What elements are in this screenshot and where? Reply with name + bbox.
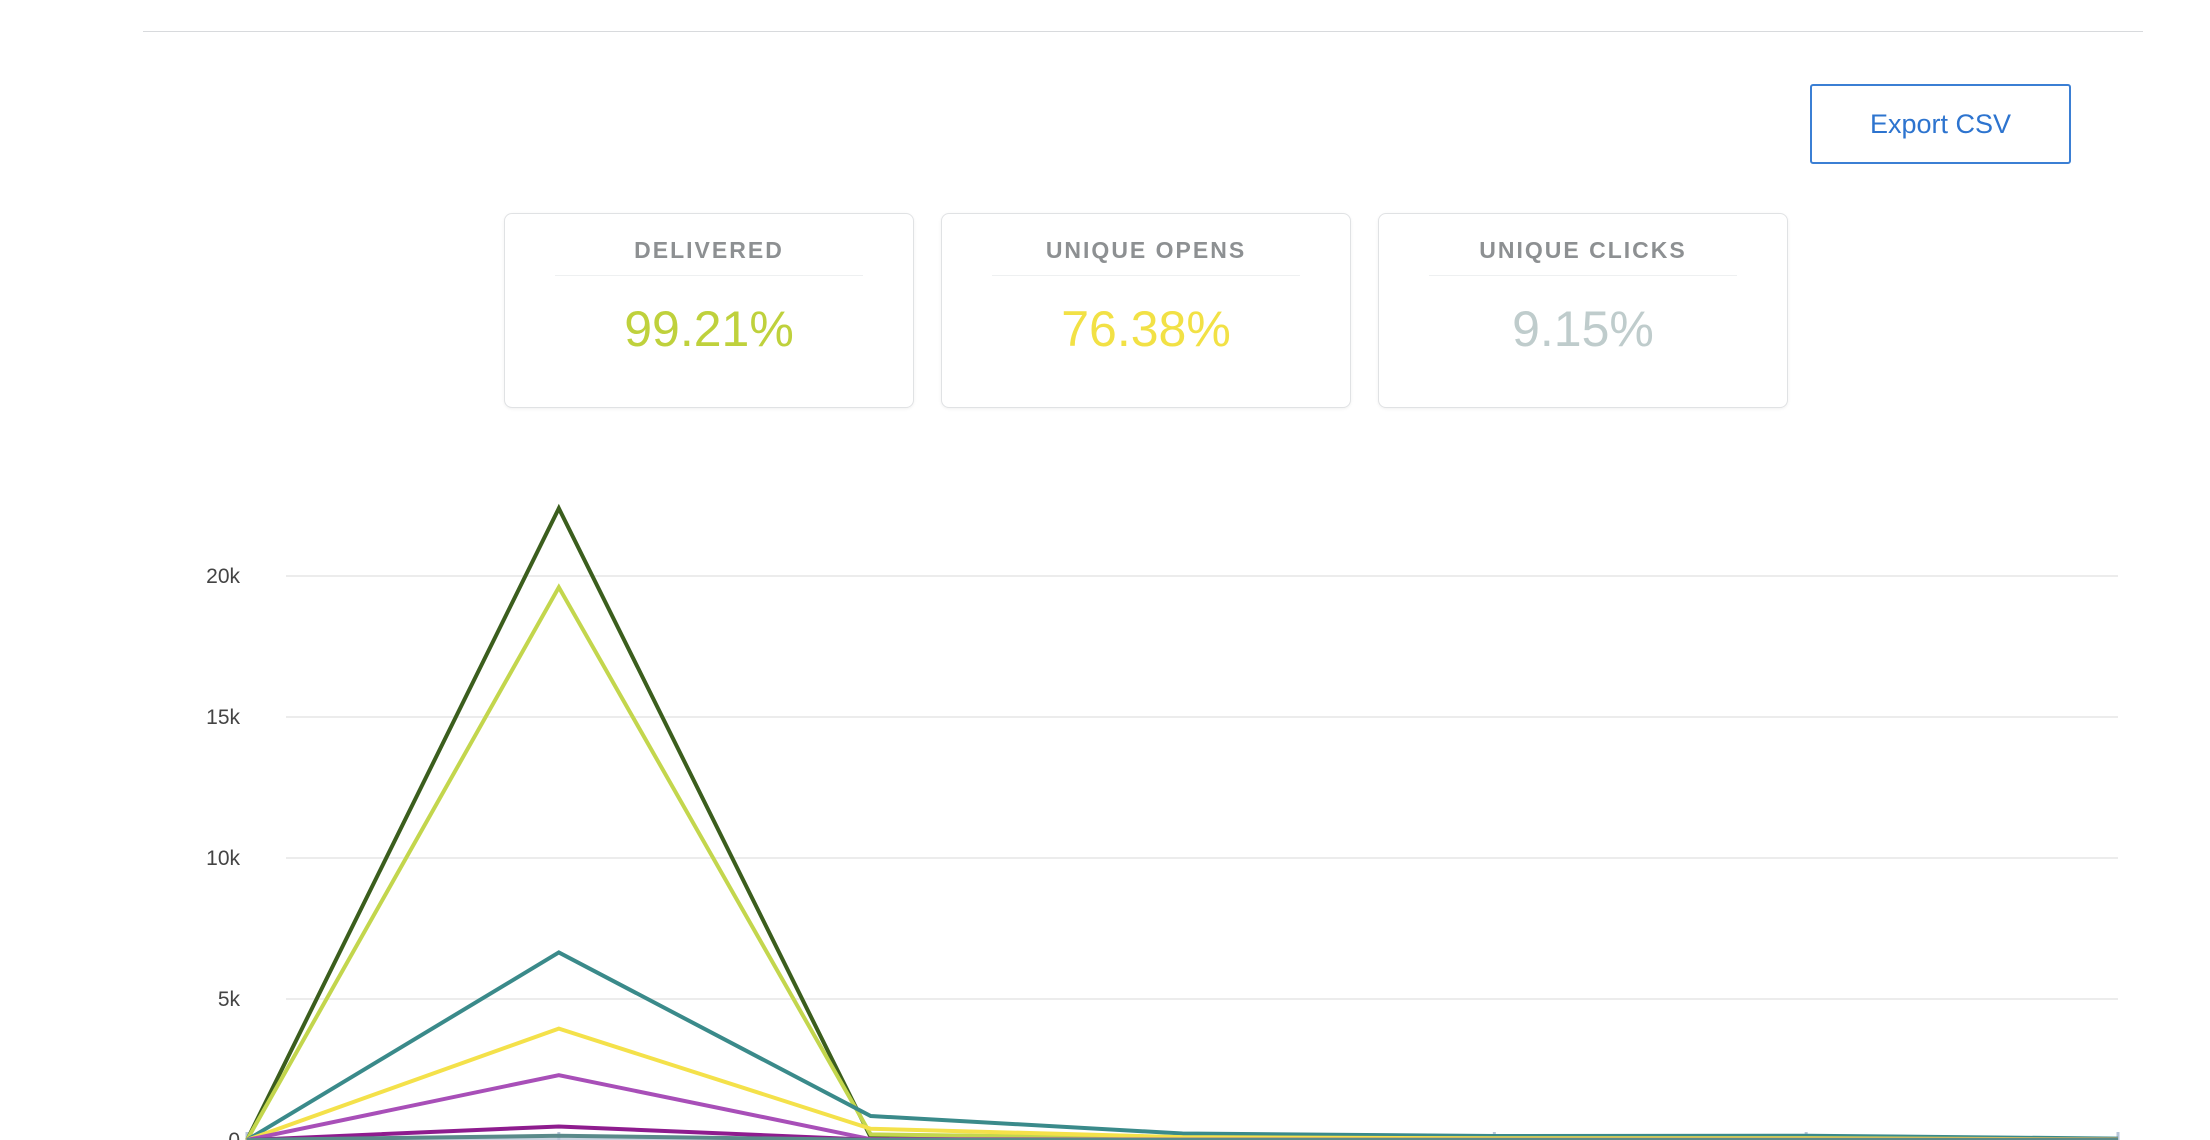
delivered-label: DELIVERED (555, 237, 863, 276)
engagement-line-chart: 0 5k 10k 15k 20k (206, 503, 2120, 1140)
y-tick-label: 15k (206, 706, 240, 729)
series-line-0 (245, 503, 2119, 1140)
y-tick-label: 5k (218, 988, 241, 1011)
y-tick-label: 0 (228, 1129, 240, 1140)
delivered-card: DELIVERED 99.21% (504, 213, 914, 408)
y-tick-label: 10k (206, 847, 240, 870)
series-line-1 (245, 583, 2119, 1140)
series-line-3 (246, 1026, 2119, 1140)
unique-clicks-card: UNIQUE CLICKS 9.15% (1378, 213, 1788, 408)
unique-opens-value: 76.38% (1061, 301, 1231, 357)
y-tick-label: 20k (206, 565, 240, 588)
export-csv-button[interactable]: Export CSV (1810, 84, 2071, 164)
unique-opens-card: UNIQUE OPENS 76.38% (941, 213, 1351, 408)
unique-opens-label: UNIQUE OPENS (992, 237, 1300, 276)
unique-clicks-value: 9.15% (1512, 301, 1654, 357)
top-divider (143, 31, 2143, 32)
series-line-2 (245, 950, 2119, 1140)
unique-clicks-label: UNIQUE CLICKS (1429, 237, 1737, 276)
delivered-value: 99.21% (624, 301, 794, 357)
series-line-4 (246, 1073, 2118, 1140)
